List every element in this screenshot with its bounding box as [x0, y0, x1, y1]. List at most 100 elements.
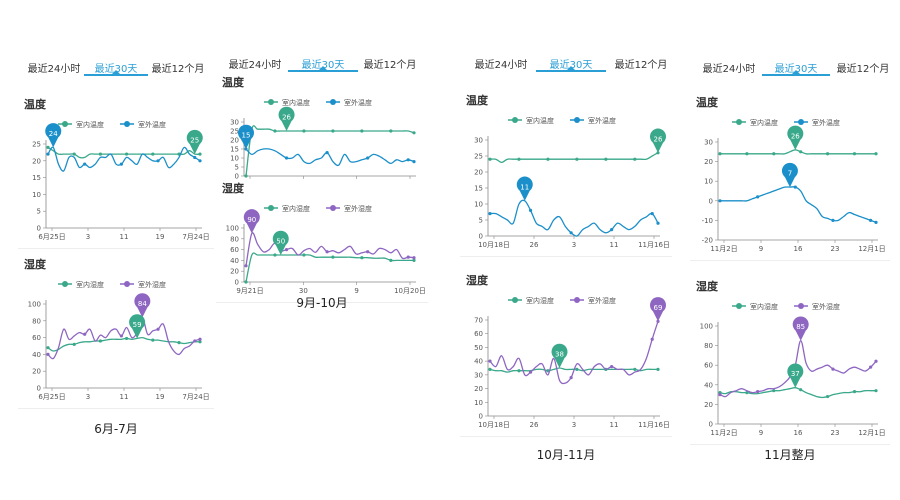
indoor-point[interactable] — [718, 152, 722, 156]
outdoor-point[interactable] — [718, 393, 722, 397]
outdoor-point[interactable] — [406, 158, 410, 162]
indoor-point[interactable] — [198, 152, 202, 156]
indoor-point[interactable] — [360, 256, 364, 260]
indoor-point[interactable] — [799, 388, 803, 392]
indoor-point[interactable] — [331, 255, 335, 259]
indoor-point[interactable] — [331, 129, 335, 133]
indoor-point[interactable] — [72, 342, 76, 346]
indoor-point[interactable] — [825, 152, 830, 156]
outdoor-point[interactable] — [488, 359, 492, 363]
tab-24h[interactable]: 最近24小时 — [27, 64, 81, 75]
outdoor-point[interactable] — [412, 160, 416, 164]
outdoor-point[interactable] — [831, 367, 835, 371]
outdoor-point[interactable] — [119, 162, 123, 166]
outdoor-point[interactable] — [869, 365, 873, 369]
indoor-point[interactable] — [244, 280, 248, 284]
tab-30d[interactable]: 最近30天 — [94, 64, 138, 75]
outdoor-point[interactable] — [831, 218, 835, 222]
indoor-point[interactable] — [546, 157, 550, 161]
indoor-point[interactable] — [772, 152, 776, 156]
indoor-point[interactable] — [633, 157, 637, 161]
tab-24h[interactable]: 最近24小时 — [702, 64, 756, 75]
indoor-point[interactable] — [151, 152, 155, 156]
indoor-point[interactable] — [745, 152, 749, 156]
outdoor-point[interactable] — [325, 250, 329, 254]
indoor-point[interactable] — [745, 391, 749, 395]
outdoor-point[interactable] — [610, 365, 614, 369]
indoor-point[interactable] — [360, 129, 364, 133]
outdoor-point[interactable] — [156, 327, 160, 331]
indoor-point[interactable] — [273, 253, 277, 257]
indoor-point[interactable] — [874, 389, 878, 393]
indoor-point[interactable] — [604, 157, 608, 161]
indoor-point[interactable] — [825, 394, 830, 399]
indoor-point[interactable] — [151, 338, 155, 342]
outdoor-point[interactable] — [284, 156, 289, 160]
indoor-point[interactable] — [772, 389, 776, 393]
outdoor-point[interactable] — [656, 221, 660, 225]
indoor-point[interactable] — [125, 336, 129, 341]
indoor-point[interactable] — [546, 369, 550, 373]
outdoor-point[interactable] — [569, 376, 573, 380]
tab-30d[interactable]: 最近30天 — [301, 60, 345, 71]
indoor-point[interactable] — [244, 174, 248, 178]
indoor-point[interactable] — [198, 340, 202, 344]
outdoor-point[interactable] — [325, 151, 329, 155]
indoor-point[interactable] — [517, 369, 521, 373]
outdoor-point[interactable] — [874, 220, 878, 224]
outdoor-point[interactable] — [284, 248, 289, 252]
outdoor-point[interactable] — [83, 162, 87, 166]
outdoor-point[interactable] — [83, 332, 87, 336]
outdoor-point[interactable] — [46, 352, 50, 356]
indoor-point[interactable] — [517, 157, 521, 161]
indoor-point[interactable] — [874, 152, 878, 156]
indoor-point[interactable] — [852, 152, 857, 156]
tab-12m[interactable]: 最近12个月 — [363, 60, 417, 71]
outdoor-point[interactable] — [406, 255, 410, 259]
indoor-point[interactable] — [575, 157, 579, 161]
outdoor-point[interactable] — [756, 195, 760, 199]
indoor-point[interactable] — [72, 152, 76, 156]
outdoor-point[interactable] — [193, 339, 197, 343]
indoor-point[interactable] — [46, 346, 50, 350]
tab-12m[interactable]: 最近12个月 — [151, 64, 205, 75]
indoor-point[interactable] — [98, 339, 103, 343]
outdoor-point[interactable] — [156, 159, 160, 163]
tab-30d[interactable]: 最近30天 — [774, 64, 818, 75]
outdoor-point[interactable] — [46, 152, 50, 156]
outdoor-point[interactable] — [528, 370, 533, 374]
indoor-point[interactable] — [177, 341, 181, 345]
indoor-point[interactable] — [302, 253, 306, 257]
indoor-point[interactable] — [98, 152, 103, 156]
outdoor-point[interactable] — [198, 159, 202, 163]
outdoor-point[interactable] — [366, 250, 370, 254]
outdoor-point[interactable] — [793, 185, 797, 189]
outdoor-point[interactable] — [874, 359, 878, 363]
outdoor-point[interactable] — [366, 156, 370, 160]
indoor-point[interactable] — [488, 157, 492, 161]
outdoor-point[interactable] — [244, 264, 248, 268]
outdoor-point[interactable] — [488, 212, 492, 216]
outdoor-point[interactable] — [119, 334, 123, 338]
outdoor-point[interactable] — [528, 208, 533, 212]
outdoor-point[interactable] — [650, 212, 654, 216]
indoor-point[interactable] — [633, 367, 637, 371]
indoor-point[interactable] — [46, 145, 50, 149]
indoor-point[interactable] — [412, 131, 416, 135]
indoor-point[interactable] — [125, 152, 129, 156]
indoor-point[interactable] — [656, 367, 660, 371]
outdoor-point[interactable] — [718, 199, 722, 203]
indoor-point[interactable] — [488, 367, 492, 371]
indoor-point[interactable] — [799, 150, 803, 154]
outdoor-point[interactable] — [569, 231, 573, 235]
indoor-point[interactable] — [389, 129, 393, 133]
outdoor-point[interactable] — [610, 228, 614, 232]
tab-24h[interactable]: 最近24小时 — [474, 60, 528, 71]
indoor-point[interactable] — [273, 129, 277, 133]
outdoor-point[interactable] — [193, 155, 197, 160]
indoor-point[interactable] — [852, 390, 857, 394]
outdoor-point[interactable] — [650, 337, 654, 341]
tab-24h[interactable]: 最近24小时 — [228, 60, 282, 71]
outdoor-point[interactable] — [869, 218, 873, 222]
tab-12m[interactable]: 最近12个月 — [836, 64, 890, 75]
